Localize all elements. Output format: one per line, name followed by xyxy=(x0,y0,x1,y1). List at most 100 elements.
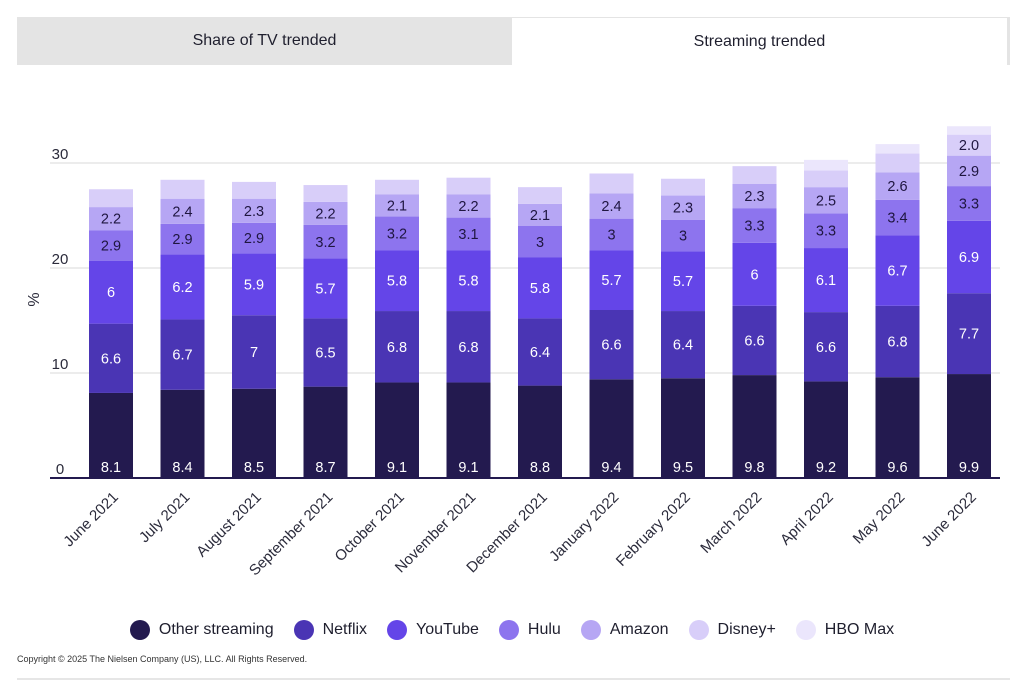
bar-segment-hulu xyxy=(446,217,491,251)
bar-segment-amazon xyxy=(875,172,920,200)
bar-segment-hulu xyxy=(89,230,133,261)
data-label: 2.2 xyxy=(458,199,478,215)
data-label: 9.1 xyxy=(458,460,478,476)
data-label: 3 xyxy=(679,228,687,244)
tab-streaming-trended[interactable]: Streaming trended xyxy=(512,17,1010,65)
bar-segment-other-streaming xyxy=(89,392,133,478)
data-label: 2.3 xyxy=(244,204,264,220)
data-label: 2.2 xyxy=(101,212,121,228)
x-tick-label: October 2021 xyxy=(332,489,408,565)
tab-share-of-tv-trended[interactable]: Share of TV trended xyxy=(17,17,512,65)
x-tick-label: July 2021 xyxy=(136,489,193,546)
data-label: 6.8 xyxy=(458,340,478,356)
x-tick-label: June 2021 xyxy=(60,489,122,551)
data-label: 2.9 xyxy=(959,164,979,180)
data-label: 3.3 xyxy=(816,224,836,240)
bar-segment-disney- xyxy=(732,166,777,184)
legend-label: Netflix xyxy=(322,621,368,638)
x-tick-label: February 2022 xyxy=(613,489,694,570)
y-tick-label: 10 xyxy=(52,356,69,373)
bar-segment-netflix xyxy=(89,323,133,393)
data-label: 2.4 xyxy=(172,204,192,220)
bar-segment-youtube xyxy=(947,220,991,294)
data-label: 9.1 xyxy=(387,460,407,476)
bar-segment-youtube xyxy=(89,260,133,324)
bar-segment-youtube xyxy=(732,242,777,306)
data-label: 8.8 xyxy=(530,460,550,476)
data-label: 3.3 xyxy=(744,218,764,234)
bar-segment-netflix xyxy=(303,318,348,387)
bar-segment-other-streaming xyxy=(804,381,848,478)
data-label: 6.8 xyxy=(887,335,907,351)
bar-segment-amazon xyxy=(303,201,348,225)
bar-segment-other-streaming xyxy=(947,374,991,478)
bar-segment-amazon xyxy=(661,195,705,220)
bar-segment-disney- xyxy=(875,153,920,173)
bar-segment-hbo-max xyxy=(875,144,920,154)
bar-segment-other-streaming xyxy=(446,382,491,478)
data-label: 5.8 xyxy=(458,274,478,290)
copyright-text: Copyright © 2025 The Nielsen Company (US… xyxy=(17,654,308,664)
bar-segment-hulu xyxy=(661,219,705,252)
data-label: 9.9 xyxy=(959,460,979,476)
x-tick-label: August 2021 xyxy=(193,489,265,561)
data-label: 3 xyxy=(607,227,615,243)
data-label: 5.7 xyxy=(601,273,621,289)
data-label: 3.2 xyxy=(387,226,407,242)
tab-label: Share of TV trended xyxy=(192,32,337,49)
data-label: 5.8 xyxy=(530,281,550,297)
data-label: 6.1 xyxy=(816,273,836,289)
data-label: 6.7 xyxy=(172,348,192,364)
data-label: 2.9 xyxy=(244,231,264,247)
data-label: 2.4 xyxy=(601,199,621,215)
bar-segment-disney- xyxy=(518,187,562,204)
data-label: 6.6 xyxy=(816,340,836,356)
bar-segment-youtube xyxy=(661,251,705,312)
data-label: 3.3 xyxy=(959,196,979,212)
legend-item: Netflix xyxy=(293,620,368,640)
legend-label: Hulu xyxy=(527,621,561,638)
data-label: 6.8 xyxy=(387,340,407,356)
bar-segment-amazon xyxy=(518,203,562,226)
y-tick-label: 30 xyxy=(52,146,69,163)
bar-segment-hulu xyxy=(375,216,419,251)
data-label: 2.1 xyxy=(387,199,407,215)
data-label: 2.5 xyxy=(816,193,836,209)
data-label: 2.9 xyxy=(101,238,121,254)
bar-segment-youtube xyxy=(232,253,276,316)
bar-segment-youtube xyxy=(518,257,562,319)
footer-divider xyxy=(17,678,1010,680)
bar-segment-other-streaming xyxy=(160,389,205,478)
bar-segment-youtube xyxy=(804,248,848,313)
data-label: 6.6 xyxy=(744,333,764,349)
bar-segment-amazon xyxy=(589,193,634,219)
data-label: 2.3 xyxy=(744,189,764,205)
bar-segment-hulu xyxy=(875,199,920,236)
data-label: 9.5 xyxy=(673,460,693,476)
x-tick-label: April 2022 xyxy=(777,489,837,549)
data-label: 2.2 xyxy=(315,206,335,222)
bar-segment-other-streaming xyxy=(875,377,920,478)
bar-segment-disney- xyxy=(375,179,419,195)
x-tick-label: March 2022 xyxy=(697,489,765,557)
data-label: 3.1 xyxy=(458,227,478,243)
legend-label: Other streaming xyxy=(158,621,274,638)
data-label: 8.4 xyxy=(172,460,192,476)
data-label: 7 xyxy=(250,345,258,361)
bar-segment-amazon xyxy=(804,187,848,214)
bar-segment-netflix xyxy=(875,305,920,378)
y-tick-label: 0 xyxy=(56,461,64,478)
legend-item: Disney+ xyxy=(688,620,776,640)
data-label: 3.4 xyxy=(887,211,907,227)
bar-segment-hulu xyxy=(732,208,777,243)
bar-segment-disney- xyxy=(232,181,276,199)
bar-segment-other-streaming xyxy=(518,385,562,478)
data-label: 2.3 xyxy=(673,201,693,217)
bar-segment-hulu xyxy=(589,218,634,251)
data-label: 5.8 xyxy=(387,274,407,290)
legend-label: Amazon xyxy=(609,621,669,638)
legend-swatch xyxy=(688,620,709,640)
data-label: 2.6 xyxy=(887,179,907,195)
bar-segment-other-streaming xyxy=(232,388,276,478)
x-tick-label: June 2022 xyxy=(918,489,980,551)
